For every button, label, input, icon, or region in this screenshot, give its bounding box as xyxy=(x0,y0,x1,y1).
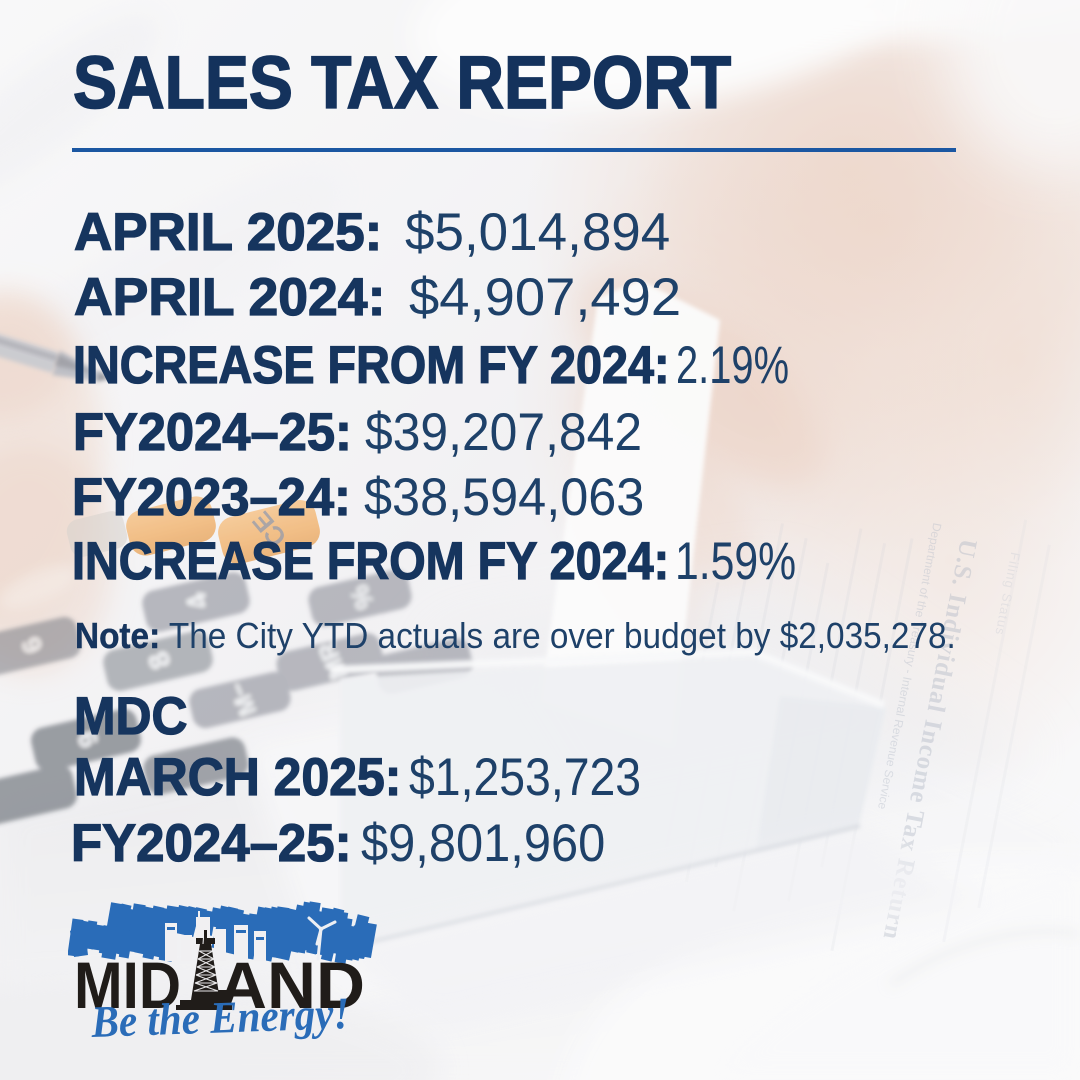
svg-text:Be the Energy!: Be the Energy! xyxy=(90,988,351,1047)
svg-text:MID: MID xyxy=(74,948,181,1022)
svg-text:AND: AND xyxy=(218,948,365,1022)
